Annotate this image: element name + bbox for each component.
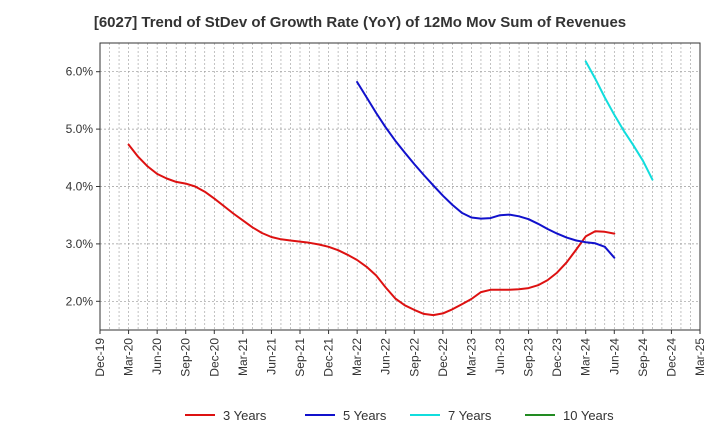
x-tick-label: Sep-20	[179, 338, 193, 377]
x-tick-label: Mar-20	[122, 338, 136, 376]
grid-layer	[99, 43, 701, 330]
legend-label-3-years: 3 Years	[223, 408, 267, 423]
x-tick-label: Dec-22	[436, 338, 450, 377]
series-layer	[127, 60, 654, 317]
x-tick-label: Jun-20	[150, 338, 164, 375]
x-tick-label: Sep-22	[407, 338, 421, 377]
legend-label-10-years: 10 Years	[563, 408, 614, 423]
y-tick-label: 2.0%	[66, 294, 94, 308]
x-tick-label: Mar-23	[464, 338, 478, 376]
x-tick-label: Sep-21	[293, 338, 307, 377]
x-tick-label: Dec-24	[664, 338, 678, 377]
y-tick-label: 5.0%	[66, 122, 94, 136]
x-tick-label: Jun-22	[379, 338, 393, 375]
x-tick-label: Dec-19	[93, 338, 107, 377]
x-tick-label: Mar-24	[579, 338, 593, 376]
x-tick-label: Dec-20	[207, 338, 221, 377]
x-tick-label: Dec-23	[550, 338, 564, 377]
x-tick-label: Dec-21	[322, 338, 336, 377]
y-tick-label: 4.0%	[66, 180, 94, 194]
y-tick-label: 3.0%	[66, 237, 94, 251]
x-tick-label: Mar-22	[350, 338, 364, 376]
x-tick-label: Sep-24	[636, 338, 650, 377]
x-tick-label: Mar-21	[236, 338, 250, 376]
legend-label-5-years: 5 Years	[343, 408, 387, 423]
x-axis-ticks: Dec-19 Mar-20 Jun-20 Sep-20 Dec-20 Mar-21 Jun-…	[93, 330, 707, 377]
y-tick-label: 6.0%	[66, 65, 94, 79]
chart-title: [6027] Trend of StDev of Growth Rate (Yo…	[93, 14, 627, 31]
series-line-7-years	[584, 60, 654, 181]
x-tick-label: Jun-21	[264, 338, 278, 375]
series-line-5-years	[356, 81, 616, 259]
x-tick-label: Jun-23	[493, 338, 507, 375]
legend: 3 Years 5 Years 7 Years 10 Years	[185, 408, 614, 423]
series-line-3-years	[127, 143, 616, 317]
plot-frame	[99, 42, 701, 331]
y-axis-ticks: 2.0% 3.0% 4.0% 5.0% 6.0%	[66, 65, 100, 308]
x-tick-label: Mar-25	[693, 338, 707, 376]
x-tick-label: Sep-23	[522, 338, 536, 377]
x-tick-label: Jun-24	[607, 338, 621, 375]
legend-label-7-years: 7 Years	[448, 408, 492, 423]
